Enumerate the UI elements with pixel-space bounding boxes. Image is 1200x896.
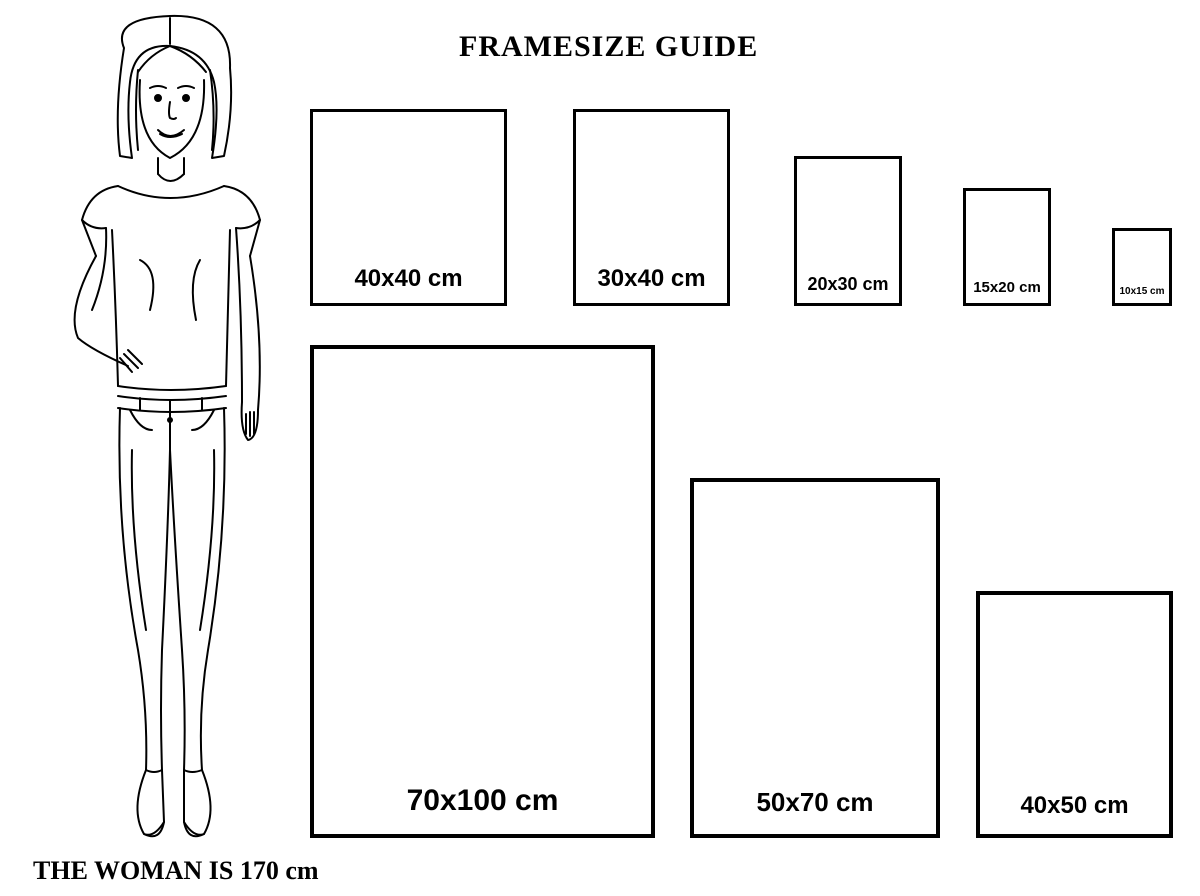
frame-label: 15x20 cm	[966, 279, 1048, 296]
frame-50x70: 50x70 cm	[690, 478, 940, 838]
woman-height-caption: THE WOMAN IS 170 cm	[33, 856, 319, 886]
frame-label: 70x100 cm	[314, 784, 651, 818]
frame-70x100: 70x100 cm	[310, 345, 655, 838]
frame-30x40: 30x40 cm	[573, 109, 730, 306]
frame-20x30: 20x30 cm	[794, 156, 902, 306]
frame-label: 50x70 cm	[694, 787, 936, 818]
frame-label: 10x15 cm	[1115, 286, 1169, 297]
frame-40x40: 40x40 cm	[310, 109, 507, 306]
frame-40x50: 40x50 cm	[976, 591, 1173, 838]
canvas: FRAMESIZE GUIDE	[0, 0, 1200, 896]
frame-label: 20x30 cm	[797, 274, 899, 295]
woman-illustration	[20, 10, 288, 850]
frame-label: 40x40 cm	[313, 265, 504, 293]
frame-10x15: 10x15 cm	[1112, 228, 1172, 306]
frame-label: 30x40 cm	[576, 265, 727, 293]
frame-label: 40x50 cm	[980, 792, 1169, 820]
frame-15x20: 15x20 cm	[963, 188, 1051, 306]
page-title: FRAMESIZE GUIDE	[459, 30, 758, 64]
